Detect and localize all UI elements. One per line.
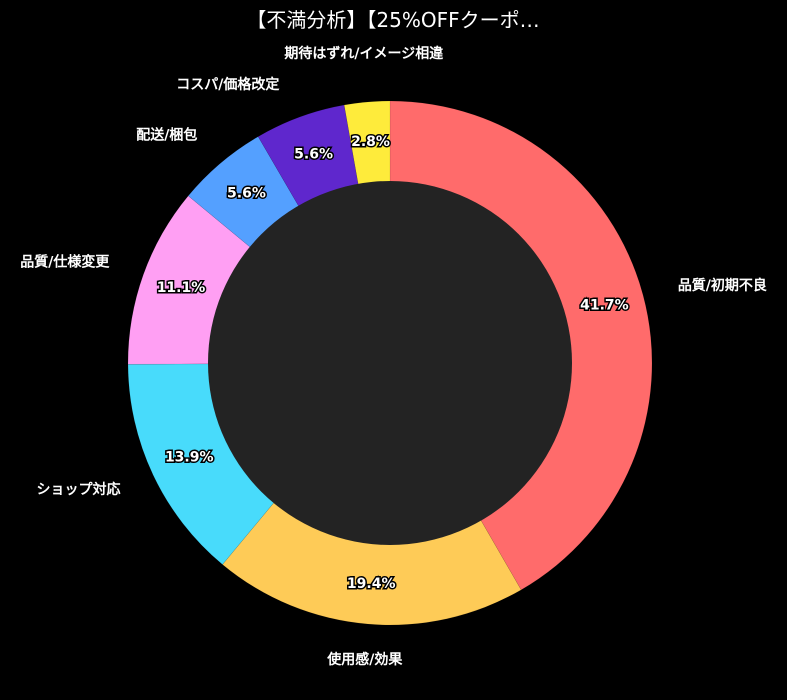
percent-label: 5.6% — [227, 186, 266, 202]
chart-labels: 41.7% 品質/初期不良 19.4% 使用感/効果 13.9% ショップ対応 11.1% 品… — [20, 45, 767, 668]
category-label: コスパ/価格改定 — [176, 76, 279, 93]
category-label: 配送/梱包 — [136, 127, 197, 144]
chart-title: 【不満分析】【25%OFFクーポ… — [246, 8, 539, 32]
percent-label: 41.7% — [580, 297, 629, 313]
percent-label: 19.4% — [347, 576, 396, 592]
donut-center — [208, 181, 572, 545]
percent-label: 5.6% — [294, 147, 333, 163]
category-label: 使用感/効果 — [326, 651, 403, 668]
category-label: 品質/初期不良 — [678, 277, 767, 294]
category-label: 期待はずれ/イメージ相違 — [284, 45, 443, 62]
percent-label: 2.8% — [351, 134, 390, 150]
percent-label: 13.9% — [165, 450, 214, 466]
category-label: ショップ対応 — [37, 481, 121, 498]
percent-label: 11.1% — [157, 280, 206, 296]
category-label: 品質/仕様変更 — [20, 254, 110, 271]
